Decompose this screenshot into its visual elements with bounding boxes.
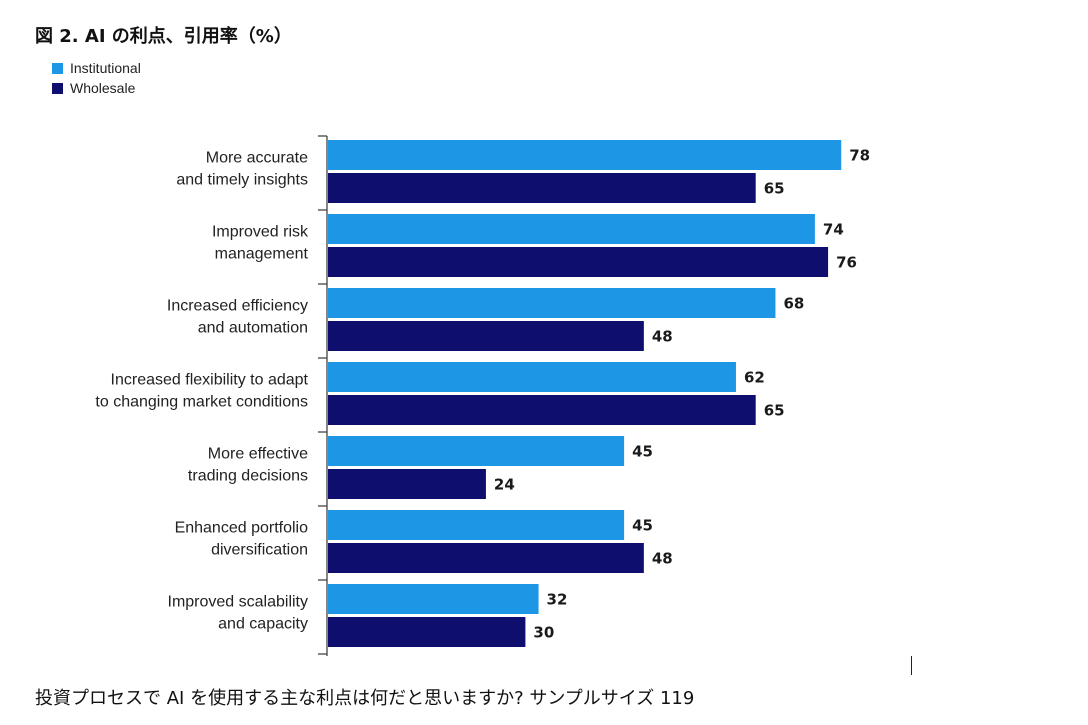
category-label: More accurate and timely insights	[176, 150, 308, 189]
bar-wholesale	[328, 173, 756, 203]
category-label-line: trading decisions	[188, 468, 308, 485]
category-label: Increased efficiency and automation	[167, 298, 308, 337]
category-label-line: Increased efficiency	[167, 298, 308, 315]
legend-swatch-institutional	[52, 62, 63, 74]
category-label-line: diversification	[211, 542, 308, 559]
bar-wholesale	[328, 543, 644, 573]
bar-wholesale	[328, 321, 644, 351]
legend-label-wholesale: Wholesale	[70, 80, 136, 96]
category-label-line: More effective	[208, 446, 308, 463]
data-label-wholesale: 30	[533, 624, 554, 642]
data-label-institutional: 78	[849, 147, 870, 165]
text-cursor	[911, 656, 912, 675]
category-label: More effective trading decisions	[188, 446, 308, 485]
data-label-wholesale: 48	[652, 550, 673, 568]
category-label-line: Enhanced portfolio	[175, 520, 309, 537]
data-label-institutional: 74	[823, 221, 844, 239]
data-label-wholesale: 48	[652, 328, 673, 346]
bar-wholesale	[328, 395, 756, 425]
category-label-line: to changing market conditions	[95, 394, 308, 411]
data-label-institutional: 45	[632, 517, 653, 535]
bar-wholesale	[328, 469, 486, 499]
data-label-wholesale: 76	[836, 254, 857, 272]
data-label-institutional: 62	[744, 369, 765, 387]
bar-wholesale	[328, 247, 829, 277]
data-label-institutional: 45	[632, 443, 653, 461]
category-label-line: Increased flexibility to adapt	[111, 372, 309, 389]
category-label: Improved risk management	[212, 224, 309, 263]
data-label-wholesale: 65	[764, 402, 785, 420]
category-label-line: and capacity	[218, 616, 308, 633]
bar-institutional	[328, 510, 625, 540]
category-label-line: management	[215, 246, 309, 263]
category-label: Increased flexibility to adapt to changin…	[95, 372, 308, 411]
category-label-line: More accurate	[206, 150, 308, 167]
data-label-institutional: 68	[783, 295, 804, 313]
category-label-line: and timely insights	[176, 172, 308, 189]
bar-institutional	[328, 362, 736, 392]
bar-institutional	[328, 436, 625, 466]
bar-institutional	[328, 584, 539, 614]
category-label: Improved scalability and capacity	[168, 594, 309, 633]
bar-institutional	[328, 288, 776, 318]
category-label-line: Improved risk	[212, 224, 309, 241]
legend-swatch-wholesale	[52, 82, 63, 94]
legend-label-institutional: Institutional	[70, 60, 141, 76]
data-label-wholesale: 24	[494, 476, 515, 494]
survey-question-footer: 投資プロセスで AI を使用する主な利点は何だと思いますか? サンプルサイズ 1…	[35, 688, 695, 709]
category-label: Enhanced portfolio diversification	[175, 520, 309, 559]
chart-title: 図 2. AI の利点、引用率（%）	[35, 26, 292, 47]
bar-institutional	[328, 214, 815, 244]
category-label-line: Improved scalability	[168, 594, 309, 611]
data-label-wholesale: 65	[764, 180, 785, 198]
bar-institutional	[328, 140, 842, 170]
data-label-institutional: 32	[547, 591, 568, 609]
bar-wholesale	[328, 617, 526, 647]
category-label-line: and automation	[198, 320, 308, 337]
legend-item-wholesale: Wholesale	[52, 80, 135, 96]
legend-item-institutional: Institutional	[52, 60, 141, 76]
